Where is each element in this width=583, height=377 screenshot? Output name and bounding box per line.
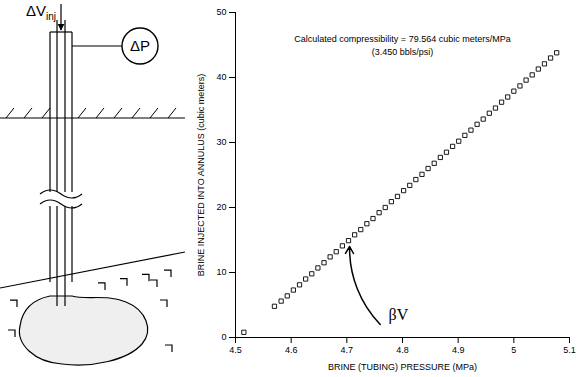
svg-text:5: 5 xyxy=(511,345,516,355)
svg-text:4.9: 4.9 xyxy=(452,345,465,355)
svg-text:4.5: 4.5 xyxy=(229,345,242,355)
svg-text:10: 10 xyxy=(216,267,226,277)
svg-text:5.1: 5.1 xyxy=(563,345,576,355)
svg-text:4.8: 4.8 xyxy=(396,345,409,355)
svg-text:ΔVinj: ΔVinj xyxy=(26,2,56,22)
svg-text:ΔP: ΔP xyxy=(130,37,150,54)
svg-text:0: 0 xyxy=(221,332,226,342)
svg-text:BRINE (TUBING) PRESSURE (MPa): BRINE (TUBING) PRESSURE (MPa) xyxy=(328,362,477,372)
svg-text:20: 20 xyxy=(216,202,226,212)
svg-text:BRINE INJECTED INTO ANNULUS (c: BRINE INJECTED INTO ANNULUS (cubic meter… xyxy=(196,74,206,276)
svg-text:4.6: 4.6 xyxy=(285,345,298,355)
svg-text:βV: βV xyxy=(389,306,409,324)
svg-text:50: 50 xyxy=(216,7,226,17)
svg-text:40: 40 xyxy=(216,72,226,82)
svg-text:Calculated compressibility = 7: Calculated compressibility = 79.564 cubi… xyxy=(294,34,510,58)
svg-text:4.7: 4.7 xyxy=(341,345,354,355)
svg-text:30: 30 xyxy=(216,137,226,147)
